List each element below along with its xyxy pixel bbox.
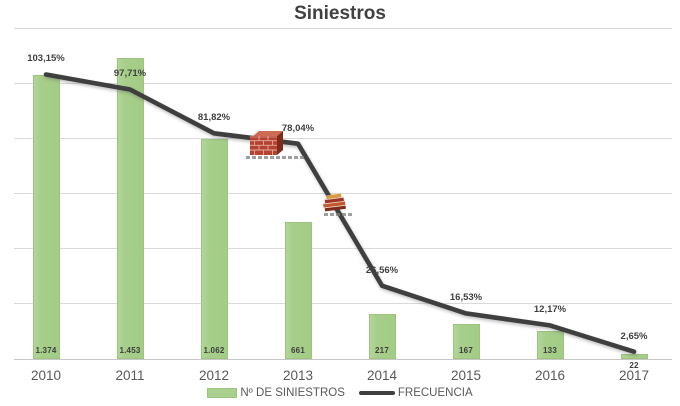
x-axis-label-2012: 2012 — [198, 368, 230, 383]
legend-label: FRECUENCIA — [397, 387, 473, 399]
gridline-120 — [14, 27, 672, 29]
frequency-label-2014: 26,56% — [365, 264, 399, 276]
gridline-80 — [14, 137, 672, 139]
x-axis-label-2017: 2017 — [618, 368, 650, 383]
bar-series-swatch-icon — [207, 388, 238, 398]
bar-2016 — [536, 331, 564, 359]
x-axis-label-2010: 2010 — [30, 368, 62, 383]
bar-value-label-2015: 167 — [459, 346, 473, 355]
bar-value-label-2013: 661 — [291, 346, 305, 355]
bar-2011 — [116, 58, 144, 359]
x-axis-label-2013: 2013 — [282, 368, 314, 383]
bar-value-label-2012: 1.062 — [203, 346, 225, 355]
bar-value-label-2016: 133 — [543, 346, 557, 355]
gridline-20 — [14, 303, 672, 305]
x-axis-line — [14, 359, 672, 360]
bar-2012 — [200, 139, 228, 359]
x-axis-label-2014: 2014 — [366, 368, 398, 383]
books-stack-illegible-caption — [324, 213, 352, 216]
bar-2015 — [452, 324, 480, 359]
frequency-label-2012: 81,82% — [197, 112, 231, 124]
legend: Nº DE SINIESTROS FRECUENCIA — [0, 385, 680, 401]
frequency-label-2016: 12,17% — [533, 304, 567, 316]
chart-title: Siniestros — [294, 3, 386, 24]
brick-wall-illegible-caption — [246, 156, 306, 159]
brick-wall-icon — [250, 131, 283, 155]
books-stack-icon — [323, 193, 346, 212]
frequency-label-2011: 97,71% — [113, 68, 147, 80]
x-axis-label-2011: 2011 — [115, 368, 145, 383]
bar-2014 — [368, 314, 396, 359]
legend-item-siniestros: Nº DE SINIESTROS — [207, 387, 345, 399]
bar-value-label-2011: 1.453 — [119, 346, 141, 355]
frequency-label-2017: 2,65% — [620, 330, 648, 342]
legend-label: Nº DE SINIESTROS — [240, 387, 345, 399]
gridline-40 — [14, 248, 672, 250]
gridline-100 — [14, 82, 672, 84]
bar-value-label-2017: 22 — [629, 361, 639, 370]
frequency-label-2015: 16,53% — [449, 292, 483, 304]
bar-value-label-2014: 217 — [375, 346, 389, 355]
gridline-60 — [14, 193, 672, 194]
line-series-swatch-icon — [358, 391, 395, 395]
bar-2017 — [620, 354, 648, 359]
frequency-label-2013: 78,04% — [281, 122, 315, 134]
bar-2010 — [32, 74, 60, 359]
bar-value-label-2010: 1.374 — [35, 346, 57, 355]
legend-item-frecuencia: FRECUENCIA — [358, 387, 473, 399]
bar-2013 — [284, 222, 312, 359]
x-axis-label-2015: 2015 — [450, 368, 482, 383]
frequency-label-2010: 103,15% — [27, 53, 65, 65]
x-axis-label-2016: 2016 — [534, 368, 566, 383]
